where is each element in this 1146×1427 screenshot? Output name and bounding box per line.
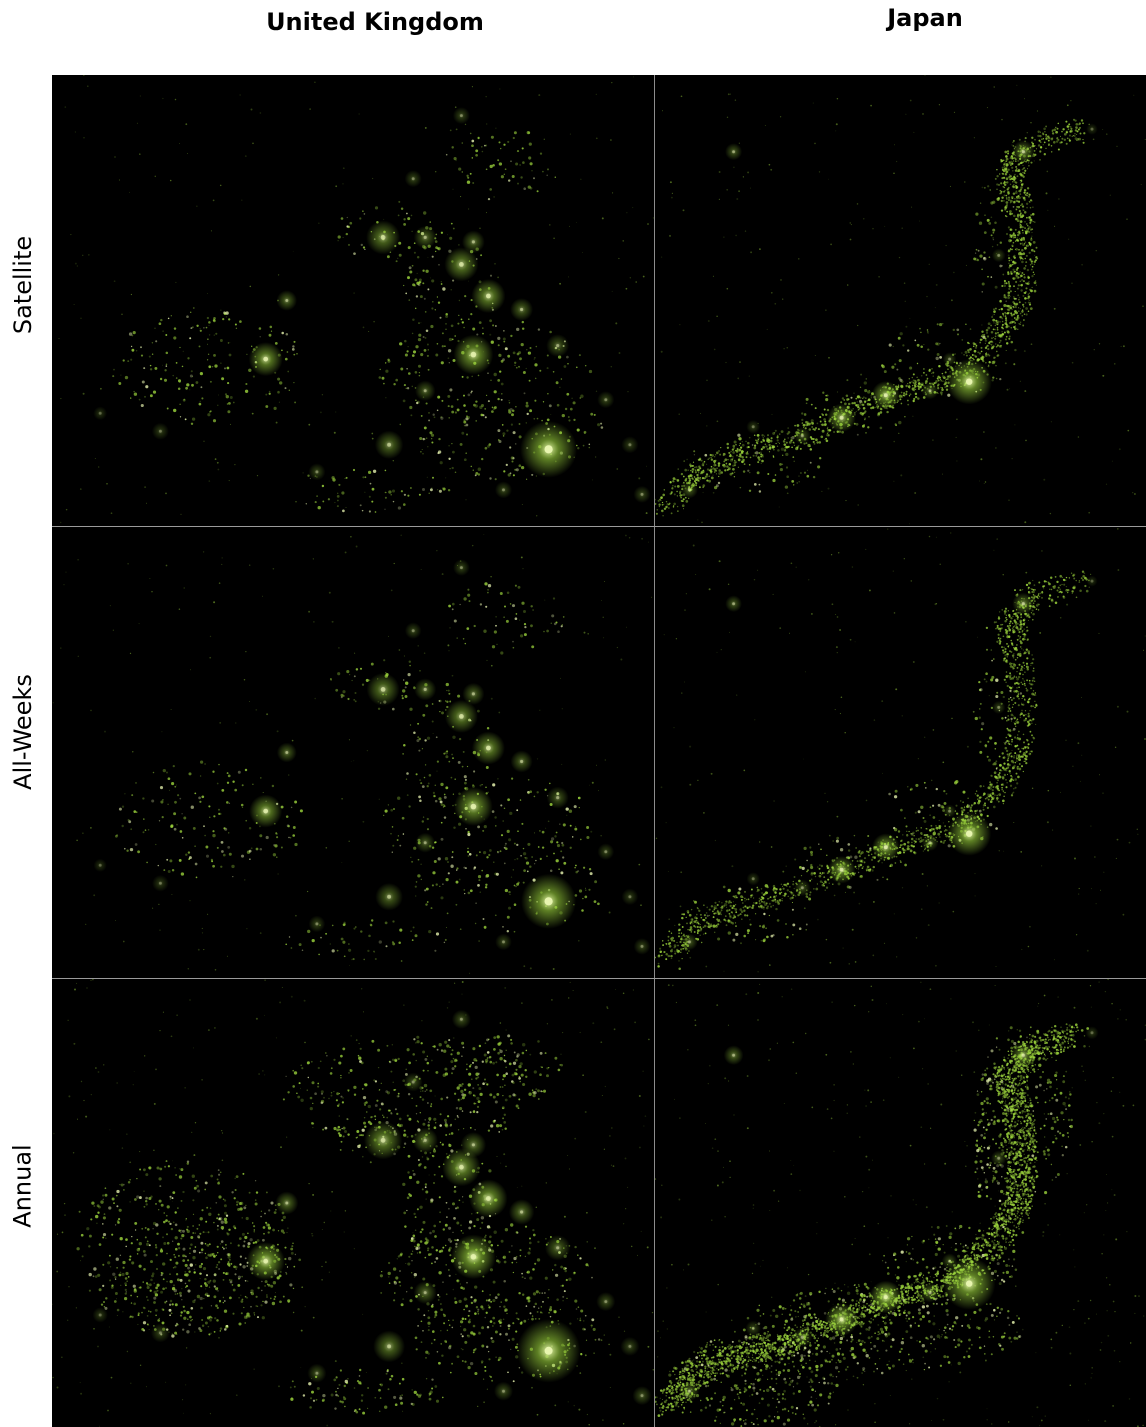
row-divider-2: [52, 978, 1146, 979]
uk-annual-image: [52, 979, 654, 1427]
row-label-satellite: Satellite: [9, 235, 38, 335]
night-lights-image-grid: [52, 75, 1146, 1427]
row-divider-1: [52, 526, 1146, 527]
row-label-all-weeks: All-Weeks: [9, 674, 38, 790]
row-label-annual: Annual: [9, 1144, 37, 1228]
japan-satellite-image: [655, 75, 1146, 526]
japan-all-weeks-image: [655, 527, 1146, 978]
column-title-japan: Japan: [887, 4, 963, 32]
column-divider: [654, 75, 655, 1427]
uk-satellite-image: [52, 75, 654, 526]
column-title-united-kingdom: United Kingdom: [266, 8, 484, 36]
japan-annual-image: [655, 979, 1146, 1427]
uk-all-weeks-image: [52, 527, 654, 978]
